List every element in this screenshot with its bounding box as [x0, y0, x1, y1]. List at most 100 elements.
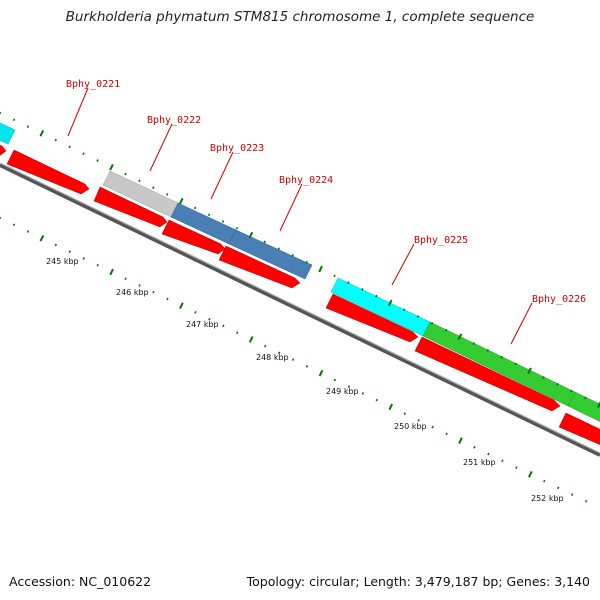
minor-tick	[472, 342, 476, 345]
minor-tick	[403, 412, 406, 415]
gene-label-bphy-0226[interactable]: Bphy_0226	[532, 294, 586, 305]
minor-tick	[305, 365, 309, 368]
feature-cyan-left[interactable]	[0, 118, 16, 145]
map-title: Burkholderia phymatum STM815 chromosome …	[65, 9, 535, 25]
topology-summary: Topology: circular; Length: 3,479,187 bp…	[246, 574, 590, 589]
minor-tick	[12, 223, 16, 227]
minor-tick	[542, 376, 545, 379]
minor-tick	[152, 186, 155, 189]
minor-tick	[12, 118, 16, 122]
kbp-label-252: 252 kbp	[531, 494, 564, 503]
minor-tick	[501, 459, 504, 463]
minor-tick	[473, 445, 476, 449]
minor-tick	[96, 159, 99, 162]
minor-tick	[194, 311, 197, 314]
major-tick	[388, 403, 394, 411]
major-tick	[248, 231, 254, 239]
gene-label-bphy-0225[interactable]: Bphy_0225	[414, 235, 468, 246]
major-tick	[109, 163, 114, 171]
cds-arrow[interactable]	[0, 140, 7, 157]
minor-tick	[402, 308, 406, 312]
cds-arrow[interactable]	[6, 149, 90, 195]
minor-tick	[152, 290, 155, 294]
minor-tick	[570, 493, 574, 496]
minor-tick	[431, 425, 434, 429]
minor-tick	[277, 351, 281, 355]
minor-tick	[556, 486, 560, 490]
cds-arrow[interactable]	[161, 219, 226, 255]
minor-tick	[263, 240, 267, 244]
outer-tick-ring	[0, 111, 600, 408]
minor-tick	[584, 396, 587, 400]
minor-tick	[0, 111, 2, 115]
minor-tick	[347, 281, 350, 284]
kbp-label-246: 246 kbp	[116, 288, 149, 297]
minor-tick	[347, 385, 351, 388]
cds-arrow[interactable]	[93, 186, 168, 228]
accession-text: Accession: NC_010622	[9, 574, 152, 589]
gene-label-bphy-0221[interactable]: Bphy_0221	[66, 79, 120, 90]
minor-tick	[375, 398, 379, 402]
minor-tick	[417, 419, 420, 422]
minor-tick	[124, 172, 127, 176]
major-tick	[39, 130, 45, 137]
cds-ring	[0, 140, 600, 449]
gene-labels: Bphy_0221 Bphy_0222 Bphy_0223 Bphy_0224 …	[66, 79, 586, 305]
minor-tick	[263, 344, 267, 348]
minor-tick	[0, 216, 2, 220]
minor-tick	[236, 331, 239, 335]
minor-tick	[333, 274, 336, 278]
minor-tick	[305, 260, 308, 264]
major-tick	[597, 401, 600, 408]
gene-label-bphy-0224[interactable]: Bphy_0224	[279, 175, 333, 186]
kbp-label-245: 245 kbp	[46, 257, 79, 266]
minor-tick	[291, 254, 294, 257]
minor-tick	[486, 349, 490, 352]
minor-tick	[138, 284, 141, 287]
feature-steelblue-bphy-0224[interactable]	[228, 229, 313, 280]
minor-tick	[444, 328, 448, 332]
major-tick	[458, 437, 463, 444]
cds-arrow[interactable]	[325, 293, 419, 343]
minor-tick	[430, 321, 434, 325]
minor-tick	[333, 378, 337, 382]
backbone	[0, 162, 600, 457]
cds-arrow[interactable]	[218, 245, 301, 289]
minor-tick	[166, 297, 169, 301]
minor-tick	[291, 358, 295, 361]
kbp-label-248: 248 kbp	[256, 353, 289, 362]
minor-tick	[235, 226, 239, 230]
minor-tick	[82, 152, 85, 156]
minor-tick	[193, 206, 197, 210]
gene-label-bphy-0223[interactable]: Bphy_0223	[210, 143, 264, 154]
gene-label-bphy-0222[interactable]: Bphy_0222	[147, 115, 201, 126]
kbp-labels: 245 kbp 246 kbp 247 kbp 248 kbp 249 kbp …	[46, 257, 564, 503]
minor-tick	[416, 315, 420, 318]
kbp-label-251: 251 kbp	[463, 458, 496, 467]
minor-tick	[445, 432, 448, 436]
minor-tick	[207, 213, 211, 217]
minor-tick	[570, 389, 573, 393]
minor-tick	[277, 247, 280, 250]
minor-tick	[375, 294, 378, 298]
minor-tick	[487, 452, 490, 456]
minor-tick	[500, 355, 503, 359]
major-tick	[179, 302, 184, 310]
feature-green-edge[interactable]	[567, 391, 600, 423]
minor-tick	[54, 138, 57, 142]
outer-feature-ring	[0, 118, 600, 423]
minor-tick	[68, 145, 71, 149]
minor-tick	[543, 479, 546, 483]
major-tick	[248, 336, 254, 343]
major-tick	[527, 470, 533, 478]
major-tick	[109, 268, 114, 276]
minor-tick	[361, 288, 364, 291]
minor-tick	[26, 230, 30, 233]
kbp-label-247: 247 kbp	[186, 320, 219, 329]
minor-tick	[361, 392, 365, 395]
cds-arrow[interactable]	[558, 412, 600, 449]
major-tick	[387, 299, 393, 307]
minor-tick	[222, 324, 225, 328]
cds-arrow[interactable]	[414, 336, 561, 412]
